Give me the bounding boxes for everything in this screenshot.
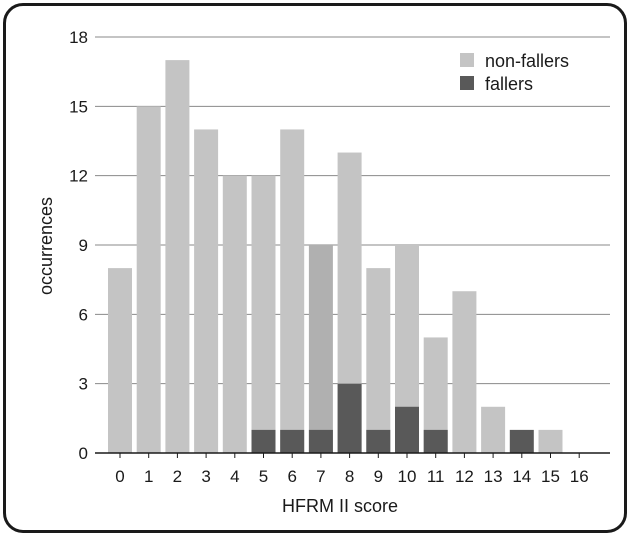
x-tick-label: 2: [173, 467, 182, 486]
bar-non-fallers: [136, 106, 161, 453]
x-tick-label: 14: [512, 467, 531, 486]
y-tick-label: 15: [69, 97, 88, 116]
x-tick-labels: 0 1 2 3 4 5 6 7 8 9 10 11 12 13 14 15 16: [115, 467, 588, 486]
x-tick-label: 15: [541, 467, 560, 486]
bar-non-fallers: [165, 60, 190, 453]
x-tick-label: 9: [374, 467, 383, 486]
x-tick-label: 12: [455, 467, 474, 486]
legend-label-fallers: fallers: [485, 74, 533, 94]
x-tick-label: 1: [144, 467, 153, 486]
x-tick-label: 8: [345, 467, 354, 486]
x-tick-label: 16: [570, 467, 589, 486]
x-tick-label: 5: [259, 467, 268, 486]
x-tick-label: 7: [316, 467, 325, 486]
y-tick-label: 3: [79, 375, 88, 394]
bar-fallers: [509, 429, 534, 453]
bar-non-fallers: [538, 429, 563, 453]
legend-swatch-fallers: [460, 76, 474, 90]
bar-non-fallers: [452, 291, 477, 453]
y-tick-label: 6: [79, 305, 88, 324]
y-tick-label: 12: [69, 167, 88, 186]
legend: non-fallers fallers: [460, 51, 569, 94]
bar-fallers: [366, 429, 391, 453]
bar-fallers: [280, 429, 305, 453]
bar-non-fallers: [251, 175, 276, 453]
y-tick-label: 18: [69, 28, 88, 47]
legend-swatch-non-fallers: [460, 53, 474, 67]
y-axis-title: occurrences: [36, 197, 56, 295]
bar-non-fallers: [308, 245, 333, 453]
bar-non-fallers: [481, 406, 506, 453]
bar-non-fallers: [280, 129, 305, 453]
x-tick-label: 13: [484, 467, 503, 486]
bars: [108, 60, 580, 458]
bar-non-fallers: [194, 129, 219, 453]
x-tick-label: 3: [201, 467, 210, 486]
y-tick-label: 0: [79, 444, 88, 463]
bar-fallers: [251, 429, 276, 453]
x-tick-label: 0: [115, 467, 124, 486]
bar-non-fallers: [108, 268, 132, 453]
x-tick-label: 4: [230, 467, 239, 486]
bar-fallers: [308, 429, 333, 453]
bar-fallers: [395, 406, 419, 453]
bar-fallers: [337, 383, 362, 453]
legend-label-non-fallers: non-fallers: [485, 51, 569, 71]
x-axis-title: HFRM II score: [282, 496, 398, 516]
bar-non-fallers: [366, 268, 391, 453]
x-tick-label: 6: [287, 467, 296, 486]
bar-fallers: [423, 429, 448, 453]
y-tick-label: 9: [79, 236, 88, 255]
x-tick-label: 11: [427, 467, 445, 486]
x-tick-label: 10: [398, 467, 417, 486]
bar-non-fallers: [222, 175, 247, 453]
y-tick-labels: 0 3 6 9 12 15 18: [69, 28, 88, 463]
